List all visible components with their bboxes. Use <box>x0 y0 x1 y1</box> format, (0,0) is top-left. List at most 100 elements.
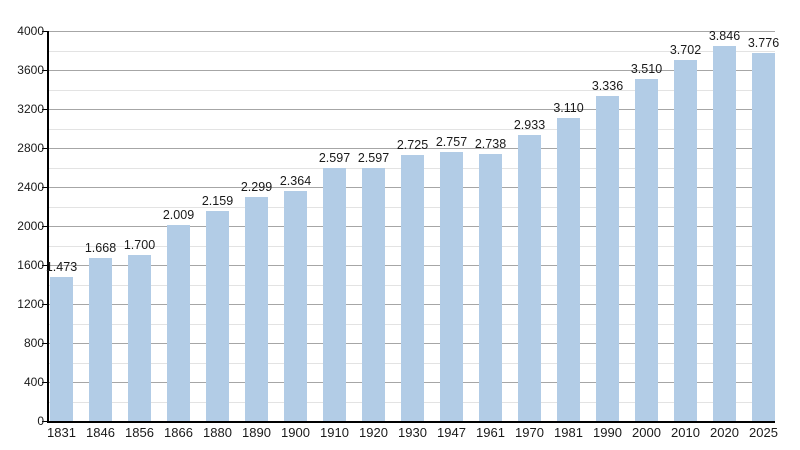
x-axis-label-text: 1880 <box>203 425 232 440</box>
bar-value-label: 3.110 <box>553 100 584 115</box>
x-axis-label-text: 1831 <box>47 425 76 440</box>
x-axis-label: 1990 <box>593 425 622 440</box>
bar <box>752 52 775 421</box>
bar-slot: 2.597 <box>319 31 350 421</box>
bar <box>167 225 190 421</box>
y-axis-tick <box>42 187 47 188</box>
y-axis-tick <box>42 421 47 422</box>
x-axis-label: 1961 <box>476 425 505 440</box>
x-axis-label-text: 1947 <box>437 425 466 440</box>
x-axis-label: 1880 <box>203 425 232 440</box>
x-axis-label-text: 1981 <box>554 425 583 440</box>
bar <box>323 167 346 421</box>
bar-value-label: 1.700 <box>123 238 156 253</box>
y-axis-tick <box>42 70 47 71</box>
x-axis-label: 1910 <box>320 425 349 440</box>
x-axis-line <box>47 421 775 423</box>
bar <box>89 258 112 421</box>
y-axis-label: 3600 <box>17 63 44 77</box>
bar-value-label: 2.738 <box>474 137 507 152</box>
bar-value-label: 3.776 <box>747 35 780 50</box>
bar-slot: 3.846 <box>709 29 740 421</box>
bar-value-label: 2.757 <box>435 135 468 150</box>
x-axis-label-text: 1866 <box>164 425 193 440</box>
gridline-major <box>49 148 775 149</box>
bar-slot: 3.510 <box>631 31 662 421</box>
gridline-major <box>49 31 775 32</box>
bar-slot: 1.473 <box>46 31 77 421</box>
y-axis-tick <box>42 382 47 383</box>
y-axis-label: 400 <box>23 375 44 389</box>
y-axis-label: 800 <box>23 336 44 350</box>
bar-value-label: 2.364 <box>279 173 312 188</box>
bar-value-label: 2.933 <box>513 118 546 133</box>
bar <box>362 167 385 421</box>
bar-value-label: 3.846 <box>708 29 741 44</box>
y-axis-label: 2000 <box>17 219 44 233</box>
x-axis-label: 2020 <box>710 425 739 440</box>
x-axis-label: 1920 <box>359 425 388 440</box>
bar-slot: 3.702 <box>670 31 701 421</box>
bar-value-label: 2.299 <box>240 179 273 194</box>
x-axis-label: 1970 <box>515 425 544 440</box>
gridline-major <box>49 70 775 71</box>
y-axis-label: 1200 <box>17 297 44 311</box>
bar-slot: 2.725 <box>397 31 428 421</box>
x-axis-labels: 1831 1846 1856 1866 1880 1890 1900 1910 1920 1930… <box>47 425 778 440</box>
bar-value-label: 3.336 <box>591 78 624 93</box>
x-axis-label: 1890 <box>242 425 271 440</box>
x-axis-label-text: 2000 <box>632 425 661 440</box>
x-axis-label-text: 1961 <box>476 425 505 440</box>
gridline-major <box>49 109 775 110</box>
x-axis-label-text: 1970 <box>515 425 544 440</box>
y-axis-tick <box>42 109 47 110</box>
y-axis-label: 2800 <box>17 141 44 155</box>
x-axis-label: 2010 <box>671 425 700 440</box>
y-axis-label: 0 <box>37 414 44 428</box>
y-axis-tick <box>42 31 47 32</box>
x-axis-label-text: 1856 <box>125 425 154 440</box>
bar <box>284 190 307 421</box>
x-axis-label-text: 1890 <box>242 425 271 440</box>
bar-value-label: 3.702 <box>669 43 702 58</box>
x-axis-label: 1856 <box>125 425 154 440</box>
bar-slot: 2.933 <box>514 31 545 421</box>
y-axis-label: 2400 <box>17 180 44 194</box>
bar-value-label: 2.159 <box>201 193 234 208</box>
bar <box>206 210 229 421</box>
x-axis-label-text: 1846 <box>86 425 115 440</box>
x-axis-label: 2000 <box>632 425 661 440</box>
bar-value-label: 1.473 <box>45 260 78 275</box>
bar-slot: 2.597 <box>358 31 389 421</box>
bar <box>557 117 580 421</box>
x-axis-label-text: 2025 <box>749 425 778 440</box>
bar-value-label: 2.597 <box>318 150 351 165</box>
bar <box>245 196 268 421</box>
gridline-minor <box>49 50 775 52</box>
y-axis-tick <box>42 148 47 149</box>
bar <box>596 95 619 421</box>
bar <box>713 46 736 421</box>
bar-slot: 3.110 <box>553 31 584 421</box>
gridline-minor <box>49 89 775 91</box>
bar-slot: 2.009 <box>163 31 194 421</box>
bar-slot: 1.668 <box>85 31 116 421</box>
bar-series: 1.473 1.668 1.700 2.009 2.159 2.299 2.364 2.597… <box>46 29 779 421</box>
bar <box>635 78 658 421</box>
bar <box>401 155 424 421</box>
bar <box>50 277 73 421</box>
y-axis-tick <box>42 265 47 266</box>
y-axis-tick <box>42 343 47 344</box>
x-axis-label-text: 1910 <box>320 425 349 440</box>
y-axis-label: 1600 <box>17 258 44 272</box>
bar-value-label: 3.510 <box>630 61 663 76</box>
x-axis-label-text: 2020 <box>710 425 739 440</box>
y-axis-tick <box>42 226 47 227</box>
bar-slot: 3.776 <box>748 31 779 421</box>
bar-slot: 2.364 <box>280 31 311 421</box>
bar-slot: 2.299 <box>241 31 272 421</box>
bar-slot: 2.757 <box>436 31 467 421</box>
gridline-minor <box>49 128 775 130</box>
bar-slot: 3.336 <box>592 31 623 421</box>
